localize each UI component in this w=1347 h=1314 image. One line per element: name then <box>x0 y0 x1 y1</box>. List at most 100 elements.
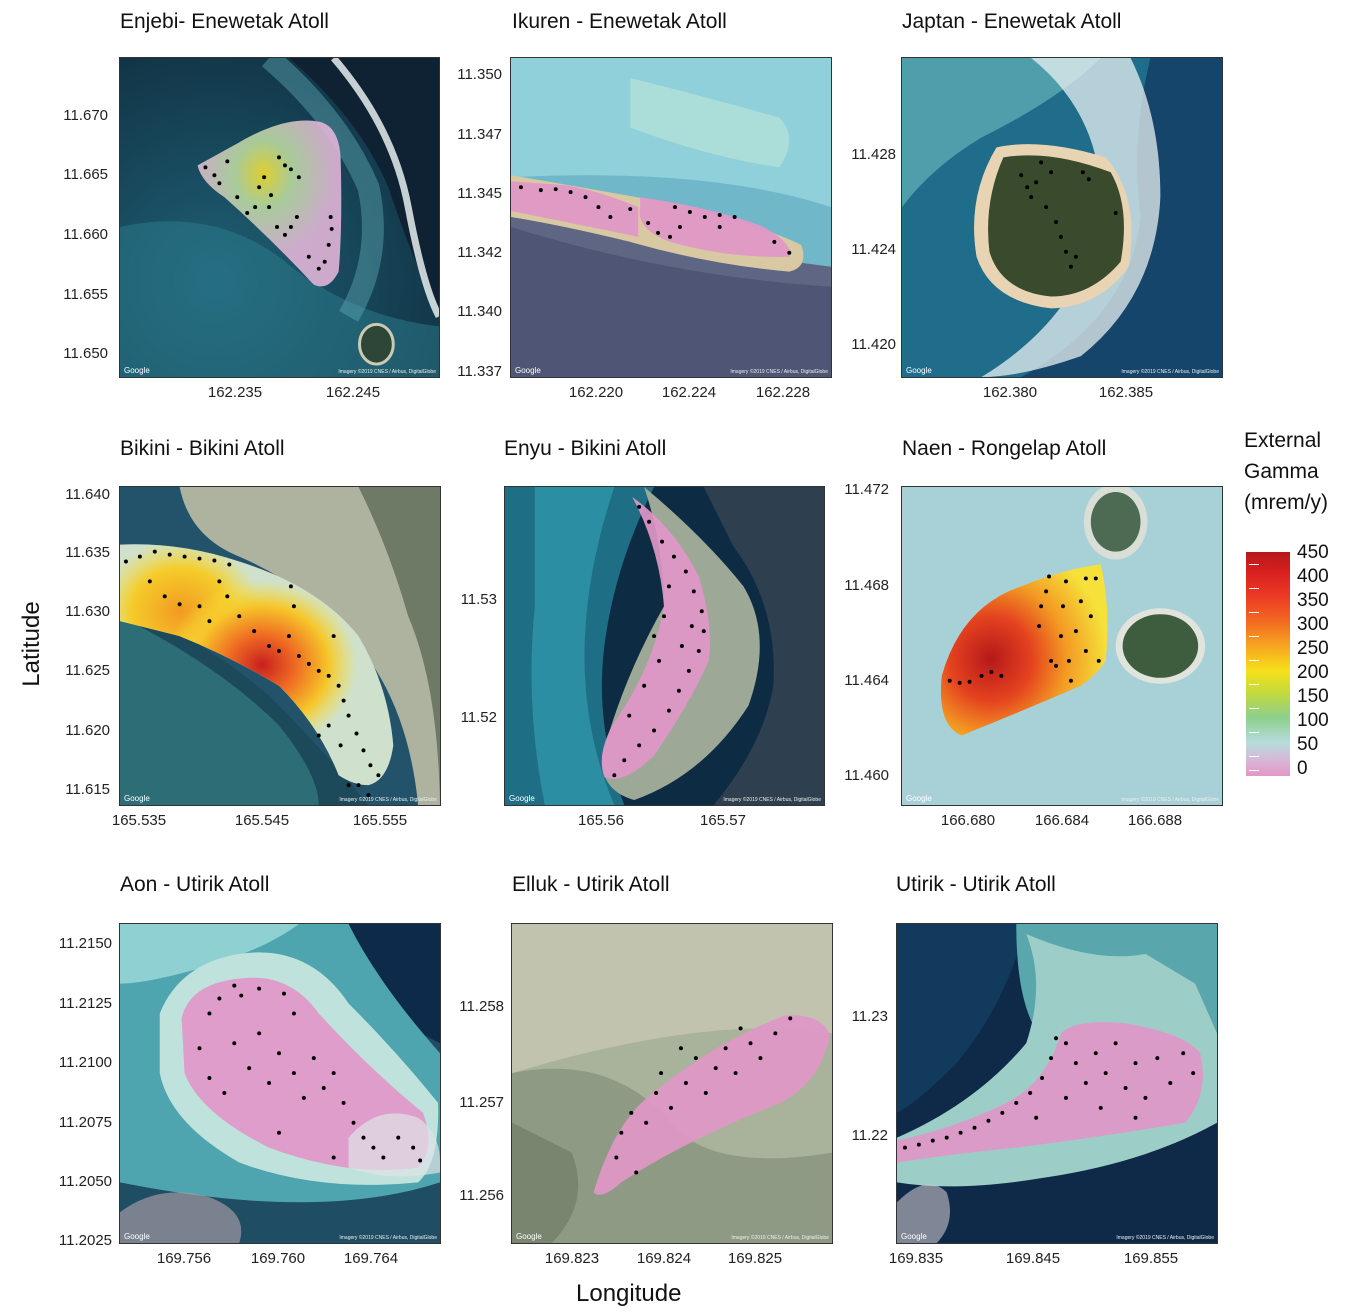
x-tick: 166.684 <box>1034 812 1090 829</box>
google-attribution: Google <box>906 794 932 803</box>
y-tick: 11.350 <box>457 66 502 83</box>
y-tick: 11.337 <box>457 363 502 380</box>
x-tick: 169.824 <box>636 1250 692 1267</box>
x-tick: 162.228 <box>755 384 811 401</box>
sample-points-aon <box>197 983 423 1163</box>
y-tick: 11.340 <box>457 303 502 320</box>
map-elluk[interactable]: Google Imagery ©2019 CNES / Airbus, Digi… <box>511 923 833 1244</box>
sample-points-elluk <box>614 1016 793 1175</box>
map-utirik[interactable]: Google Imagery ©2019 CNES / Airbus, Digi… <box>896 923 1218 1244</box>
x-tick: 162.380 <box>982 384 1038 401</box>
legend-label: 400 <box>1297 566 1329 587</box>
legend-label: 250 <box>1297 638 1329 659</box>
y-tick: 11.2050 <box>58 1173 112 1190</box>
y-tick: 11.670 <box>63 107 108 124</box>
y-tick: 11.52 <box>460 709 497 726</box>
x-tick: 162.245 <box>325 384 381 401</box>
y-tick: 11.660 <box>63 226 108 243</box>
legend-label: 50 <box>1297 734 1319 755</box>
map-naen[interactable]: Google Imagery ©2019 CNES / Airbus, Digi… <box>901 486 1223 806</box>
imagery-credit: Imagery ©2019 CNES / Airbus, DigitalGlob… <box>1121 369 1219 375</box>
panel-title-utirik: Utirik - Utirik Atoll <box>896 873 1056 896</box>
satellite-image-enyu <box>505 487 824 805</box>
legend-tick <box>1249 564 1259 565</box>
legend-label: 350 <box>1297 590 1329 611</box>
panel-title-enjebi: Enjebi- Enewetak Atoll <box>120 10 329 33</box>
y-axis-title: Latitude <box>18 601 45 687</box>
panel-title-ikuren: Ikuren - Enewetak Atoll <box>512 10 727 33</box>
map-bikini[interactable]: Google Imagery ©2019 CNES / Airbus, Digi… <box>119 486 441 806</box>
y-tick: 11.428 <box>851 146 896 163</box>
map-enyu[interactable]: Google Imagery ©2019 CNES / Airbus, Digi… <box>504 486 825 806</box>
x-tick: 166.688 <box>1127 812 1183 829</box>
y-tick: 11.424 <box>851 241 896 258</box>
panel-title-bikini: Bikini - Bikini Atoll <box>120 437 285 460</box>
satellite-image-elluk <box>512 924 832 1243</box>
legend-label: 450 <box>1297 542 1329 563</box>
y-tick: 11.2125 <box>58 995 112 1012</box>
panel-title-elluk: Elluk - Utirik Atoll <box>512 873 670 896</box>
satellite-image-japtan <box>902 58 1222 377</box>
satellite-image-aon <box>120 924 440 1243</box>
google-attribution: Google <box>515 366 541 375</box>
map-aon[interactable]: Google Imagery ©2019 CNES / Airbus, Digi… <box>119 923 441 1244</box>
x-tick: 166.680 <box>940 812 996 829</box>
legend-tick <box>1249 612 1259 613</box>
legend-title-line: External <box>1244 429 1322 452</box>
legend-label: 100 <box>1297 710 1329 731</box>
y-tick: 11.625 <box>65 662 110 679</box>
legend-title-line: (mrem/y) <box>1244 491 1328 514</box>
x-tick: 169.764 <box>343 1250 399 1267</box>
satellite-image-enjebi <box>120 58 439 377</box>
sample-points-utirik <box>902 1036 1196 1150</box>
google-attribution: Google <box>509 794 535 803</box>
map-japtan[interactable]: Google Imagery ©2019 CNES / Airbus, Digi… <box>901 57 1223 378</box>
map-ikuren[interactable]: Google Imagery ©2019 CNES / Airbus, Digi… <box>510 57 832 378</box>
imagery-credit: Imagery ©2019 CNES / Airbus, DigitalGlob… <box>1121 797 1219 803</box>
x-tick: 169.823 <box>544 1250 600 1267</box>
y-tick: 11.468 <box>844 577 889 594</box>
y-tick: 11.345 <box>457 185 502 202</box>
y-tick: 11.635 <box>65 544 110 561</box>
legend-colorbar <box>1246 552 1290 776</box>
x-axis-title: Longitude <box>576 1280 682 1307</box>
y-tick: 11.650 <box>63 345 108 362</box>
y-tick: 11.620 <box>65 722 110 739</box>
google-attribution: Google <box>901 1232 927 1241</box>
legend-tick <box>1249 708 1259 709</box>
google-attribution: Google <box>906 366 932 375</box>
y-tick: 11.347 <box>457 126 502 143</box>
y-tick: 11.630 <box>65 603 110 620</box>
imagery-credit: Imagery ©2019 CNES / Airbus, DigitalGlob… <box>1116 1235 1214 1241</box>
x-tick: 169.825 <box>727 1250 783 1267</box>
map-enjebi[interactable]: Google Imagery ©2019 CNES / Airbus, Digi… <box>119 57 440 378</box>
y-tick: 11.342 <box>457 244 502 261</box>
x-tick: 169.760 <box>250 1250 306 1267</box>
legend-tick <box>1249 636 1259 637</box>
y-tick: 11.53 <box>460 591 497 608</box>
legend-tick <box>1249 684 1259 685</box>
satellite-image-naen <box>902 487 1222 805</box>
x-tick: 169.835 <box>888 1250 944 1267</box>
sample-points-bikini <box>123 549 381 798</box>
legend-tick <box>1249 756 1259 757</box>
x-tick: 165.535 <box>111 812 167 829</box>
imagery-credit: Imagery ©2019 CNES / Airbus, DigitalGlob… <box>338 369 436 375</box>
y-tick: 11.2150 <box>58 935 112 952</box>
y-tick: 11.460 <box>844 767 889 784</box>
sample-points-enyu <box>612 504 706 778</box>
y-tick: 11.464 <box>844 672 889 689</box>
y-tick: 11.472 <box>844 481 889 498</box>
sample-points-enjebi <box>203 155 334 271</box>
imagery-credit: Imagery ©2019 CNES / Airbus, DigitalGlob… <box>730 369 828 375</box>
x-tick: 165.56 <box>578 812 624 829</box>
y-tick: 11.615 <box>65 781 110 798</box>
sample-points-japtan <box>1019 160 1118 269</box>
imagery-credit: Imagery ©2019 CNES / Airbus, DigitalGlob… <box>339 1235 437 1241</box>
y-tick: 11.2075 <box>58 1114 112 1131</box>
x-tick: 162.224 <box>661 384 717 401</box>
satellite-image-bikini <box>120 487 440 805</box>
y-tick: 11.2100 <box>58 1054 112 1071</box>
x-tick: 165.57 <box>700 812 746 829</box>
y-tick: 11.420 <box>851 336 896 353</box>
